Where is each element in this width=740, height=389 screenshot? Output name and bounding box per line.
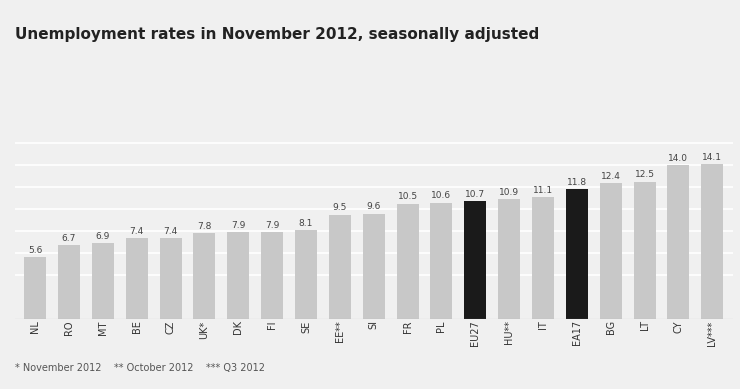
Text: 11.1: 11.1 bbox=[533, 186, 553, 195]
Bar bbox=[431, 203, 452, 319]
Bar bbox=[295, 230, 317, 319]
Bar bbox=[160, 238, 181, 319]
Text: 10.6: 10.6 bbox=[431, 191, 451, 200]
Bar bbox=[227, 232, 249, 319]
Text: 7.9: 7.9 bbox=[265, 221, 279, 230]
Text: 7.4: 7.4 bbox=[164, 226, 178, 235]
Bar bbox=[599, 183, 622, 319]
Bar bbox=[532, 197, 554, 319]
Bar bbox=[633, 182, 656, 319]
Bar bbox=[126, 238, 148, 319]
Bar bbox=[464, 202, 486, 319]
Text: 7.9: 7.9 bbox=[231, 221, 246, 230]
Bar bbox=[667, 165, 690, 319]
Bar bbox=[261, 232, 283, 319]
Bar bbox=[92, 243, 114, 319]
Bar bbox=[329, 215, 351, 319]
Text: Unemployment rates in November 2012, seasonally adjusted: Unemployment rates in November 2012, sea… bbox=[15, 27, 539, 42]
Text: 5.6: 5.6 bbox=[28, 246, 42, 255]
Text: 9.6: 9.6 bbox=[366, 202, 381, 211]
Text: 10.7: 10.7 bbox=[465, 190, 485, 199]
Text: 14.0: 14.0 bbox=[668, 154, 688, 163]
Text: 10.9: 10.9 bbox=[499, 188, 519, 197]
Text: 7.4: 7.4 bbox=[130, 226, 144, 235]
Text: 9.5: 9.5 bbox=[333, 203, 347, 212]
Text: 7.8: 7.8 bbox=[198, 222, 212, 231]
Text: 10.5: 10.5 bbox=[397, 193, 417, 202]
Bar bbox=[498, 199, 520, 319]
Text: 12.4: 12.4 bbox=[601, 172, 621, 180]
Bar bbox=[58, 245, 80, 319]
Text: 6.7: 6.7 bbox=[61, 234, 76, 243]
Bar bbox=[566, 189, 588, 319]
Text: 11.8: 11.8 bbox=[567, 178, 587, 187]
Bar bbox=[24, 258, 46, 319]
Text: 8.1: 8.1 bbox=[299, 219, 313, 228]
Bar bbox=[397, 204, 419, 319]
Text: 6.9: 6.9 bbox=[95, 232, 110, 241]
Text: * November 2012    ** October 2012    *** Q3 2012: * November 2012 ** October 2012 *** Q3 2… bbox=[15, 363, 265, 373]
Text: 14.1: 14.1 bbox=[702, 153, 722, 162]
Bar bbox=[702, 164, 723, 319]
Bar bbox=[363, 214, 385, 319]
Bar bbox=[193, 233, 215, 319]
Text: 12.5: 12.5 bbox=[635, 170, 655, 179]
